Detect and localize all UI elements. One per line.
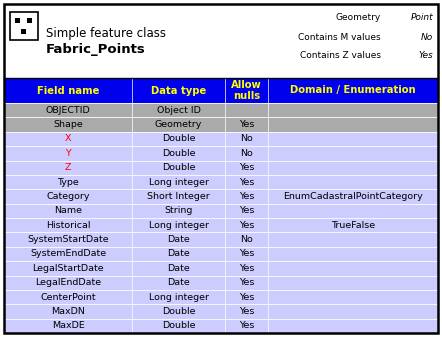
- Text: Double: Double: [162, 134, 195, 144]
- Text: Name: Name: [54, 206, 82, 215]
- Text: Contains M values: Contains M values: [298, 32, 381, 41]
- Text: LegalStartDate: LegalStartDate: [32, 264, 104, 273]
- Text: Date: Date: [168, 264, 190, 273]
- Text: Allow
nulls: Allow nulls: [231, 80, 262, 101]
- Bar: [4, 318, 438, 333]
- Text: No: No: [421, 32, 433, 41]
- Text: Long integer: Long integer: [149, 293, 209, 302]
- Text: Date: Date: [168, 249, 190, 258]
- Text: Double: Double: [162, 163, 195, 172]
- Text: No: No: [240, 235, 253, 244]
- Text: Category: Category: [46, 192, 90, 201]
- Text: Z: Z: [65, 163, 71, 172]
- Text: Yes: Yes: [418, 52, 433, 61]
- Bar: [4, 304, 438, 318]
- Bar: [268, 103, 438, 117]
- Text: Point: Point: [410, 13, 433, 23]
- Bar: [4, 261, 438, 276]
- Text: Yes: Yes: [239, 178, 254, 187]
- Text: Simple feature class: Simple feature class: [46, 28, 166, 40]
- Bar: [4, 146, 438, 160]
- Text: Double: Double: [162, 307, 195, 316]
- Text: MaxDE: MaxDE: [52, 321, 84, 330]
- Bar: [4, 160, 438, 175]
- Text: Yes: Yes: [239, 221, 254, 230]
- Text: Historical: Historical: [46, 221, 90, 230]
- Bar: [4, 204, 438, 218]
- Text: SystemEndDate: SystemEndDate: [30, 249, 106, 258]
- Text: Long integer: Long integer: [149, 178, 209, 187]
- Bar: [4, 117, 438, 132]
- Text: Yes: Yes: [239, 163, 254, 172]
- Text: Type: Type: [57, 178, 79, 187]
- Bar: [27, 18, 31, 23]
- Text: X: X: [65, 134, 71, 144]
- Bar: [15, 18, 19, 23]
- Text: Field name: Field name: [37, 86, 99, 95]
- Text: Double: Double: [162, 149, 195, 158]
- Text: TrueFalse: TrueFalse: [331, 221, 375, 230]
- Text: Yes: Yes: [239, 206, 254, 215]
- Text: LegalEndDate: LegalEndDate: [35, 278, 101, 287]
- Text: Date: Date: [168, 235, 190, 244]
- Text: Data type: Data type: [151, 86, 206, 95]
- Text: Date: Date: [168, 278, 190, 287]
- Text: Object ID: Object ID: [157, 106, 201, 115]
- Text: Yes: Yes: [239, 192, 254, 201]
- Bar: [268, 117, 438, 132]
- Text: String: String: [164, 206, 193, 215]
- Text: Yes: Yes: [239, 264, 254, 273]
- Text: Geometry: Geometry: [155, 120, 202, 129]
- Bar: [4, 175, 438, 189]
- Text: Short Integer: Short Integer: [147, 192, 210, 201]
- Text: Geometry: Geometry: [336, 13, 381, 23]
- Text: MaxDN: MaxDN: [51, 307, 85, 316]
- Bar: [4, 78, 438, 103]
- Text: Yes: Yes: [239, 293, 254, 302]
- Text: Yes: Yes: [239, 249, 254, 258]
- Text: OBJECTID: OBJECTID: [46, 106, 91, 115]
- Bar: [20, 29, 26, 33]
- Text: Yes: Yes: [239, 307, 254, 316]
- Text: Double: Double: [162, 321, 195, 330]
- Text: Shape: Shape: [53, 120, 83, 129]
- Bar: [10, 12, 38, 40]
- Text: SystemStartDate: SystemStartDate: [27, 235, 109, 244]
- Bar: [4, 290, 438, 304]
- Bar: [4, 103, 438, 117]
- Bar: [4, 247, 438, 261]
- Text: No: No: [240, 149, 253, 158]
- Text: Domain / Enumeration: Domain / Enumeration: [290, 86, 416, 95]
- Text: Contains Z values: Contains Z values: [300, 52, 381, 61]
- Text: Yes: Yes: [239, 321, 254, 330]
- Text: No: No: [240, 134, 253, 144]
- Text: EnumCadastralPointCategory: EnumCadastralPointCategory: [283, 192, 423, 201]
- Text: Yes: Yes: [239, 278, 254, 287]
- Bar: [4, 276, 438, 290]
- Bar: [4, 189, 438, 204]
- Bar: [4, 233, 438, 247]
- Text: Y: Y: [65, 149, 71, 158]
- Bar: [4, 218, 438, 233]
- Text: CenterPoint: CenterPoint: [40, 293, 96, 302]
- Text: Yes: Yes: [239, 120, 254, 129]
- Text: Fabric_Points: Fabric_Points: [46, 42, 146, 56]
- Bar: [4, 132, 438, 146]
- Text: Long integer: Long integer: [149, 221, 209, 230]
